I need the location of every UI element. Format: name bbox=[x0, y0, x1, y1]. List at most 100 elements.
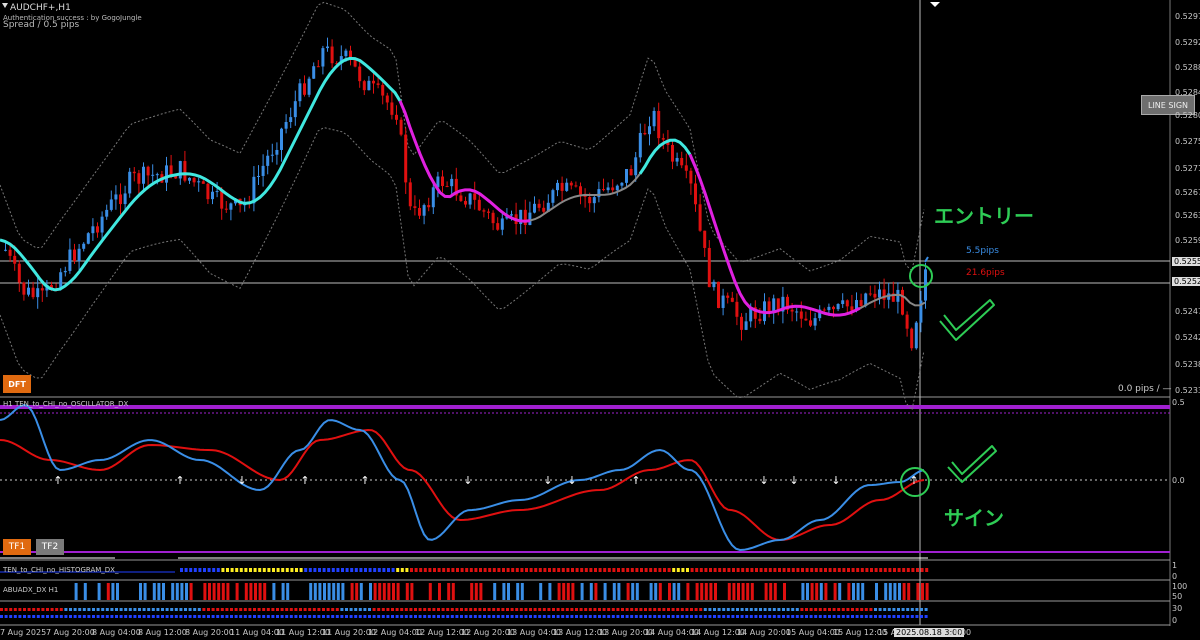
histogram-cell bbox=[207, 568, 211, 572]
abuadx-bar bbox=[548, 583, 552, 600]
candle-body bbox=[427, 205, 431, 208]
auth-label: Authentication success : by GogoJungle bbox=[3, 14, 142, 22]
bottom-cell-top bbox=[55, 608, 59, 611]
bottom-cell-bottom bbox=[193, 615, 197, 618]
bottom-cell-bottom bbox=[92, 615, 95, 618]
candle-body bbox=[790, 309, 794, 312]
arrow-down-icon: ↓ bbox=[759, 474, 768, 487]
candle-body bbox=[349, 50, 352, 60]
bottom-cell-bottom bbox=[266, 615, 270, 618]
abuadx-bar bbox=[695, 583, 699, 600]
bottom-cell-top bbox=[611, 608, 615, 611]
histogram-cell bbox=[764, 568, 768, 572]
bottom-cell-bottom bbox=[41, 615, 45, 618]
candle-body bbox=[882, 289, 886, 300]
bottom-cell-top bbox=[924, 608, 928, 611]
bottom-cell-top bbox=[657, 608, 661, 611]
abuadx-bar bbox=[833, 583, 837, 600]
bottom-cell-bottom bbox=[667, 615, 670, 618]
abu-axis-mid: 50 bbox=[1172, 592, 1183, 601]
histogram-cell bbox=[640, 568, 643, 572]
tf2-button[interactable]: TF2 bbox=[36, 539, 64, 555]
candle-body bbox=[611, 187, 615, 191]
bottom-cell-top bbox=[864, 608, 868, 611]
histogram-cell bbox=[833, 568, 837, 572]
histogram-cell bbox=[502, 568, 505, 572]
histogram-cell bbox=[410, 568, 413, 572]
candle-body bbox=[418, 207, 421, 216]
candle-body bbox=[487, 211, 490, 213]
bottom-cell-bottom bbox=[694, 615, 698, 618]
price-tick-label: 0.52840 bbox=[1175, 88, 1200, 97]
candle-body bbox=[629, 168, 633, 176]
bottom-cell-bottom bbox=[437, 615, 440, 618]
abuadx-bar bbox=[143, 583, 147, 600]
candle-body bbox=[211, 191, 214, 200]
candle-body bbox=[220, 191, 224, 209]
candle-body bbox=[671, 144, 674, 162]
bottom-cell-top bbox=[519, 608, 523, 611]
candle-body bbox=[560, 182, 564, 191]
bottom-cell-bottom bbox=[777, 615, 781, 618]
histogram-cell bbox=[718, 568, 722, 572]
entry-annotation: エントリー bbox=[934, 204, 1034, 228]
bottom-cell-bottom bbox=[322, 615, 325, 618]
bottom-cell-top bbox=[326, 608, 330, 611]
abuadx-bar bbox=[746, 583, 750, 600]
osc-axis-top: 0.5 bbox=[1172, 398, 1185, 407]
line-sign-button[interactable]: LINE SIGN bbox=[1141, 95, 1195, 115]
bottom-cell-bottom bbox=[657, 615, 661, 618]
price-tick-label: 0.52630 bbox=[1175, 211, 1200, 220]
histogram-cell bbox=[851, 568, 855, 572]
bottom-cell-top bbox=[119, 608, 123, 611]
abuadx-bar bbox=[359, 583, 363, 600]
histogram-cell bbox=[870, 568, 873, 572]
candle-body bbox=[859, 300, 863, 306]
histogram-cell bbox=[345, 568, 349, 572]
tf1-button[interactable]: TF1 bbox=[3, 539, 31, 555]
arrow-up-icon: ↑ bbox=[53, 474, 62, 487]
bottom-cell-bottom bbox=[317, 615, 321, 618]
candle-body bbox=[372, 80, 375, 84]
candle-body bbox=[675, 157, 679, 162]
histogram-cell bbox=[571, 568, 574, 572]
histogram-cell bbox=[787, 568, 791, 572]
histogram-cell bbox=[534, 568, 538, 572]
bottom-cell-top bbox=[179, 608, 183, 611]
candle-body bbox=[905, 314, 909, 329]
bottom-cell-top bbox=[0, 608, 3, 611]
bottom-cell-bottom bbox=[726, 615, 730, 618]
abuadx-bar bbox=[97, 583, 101, 600]
candle-body bbox=[362, 81, 366, 91]
bottom-cell-bottom bbox=[768, 615, 772, 618]
price-tick-label: 0.52470 bbox=[1175, 307, 1200, 316]
histogram-cell bbox=[750, 568, 754, 572]
arrow-down-icon: ↓ bbox=[567, 474, 576, 487]
candle-body bbox=[592, 197, 596, 204]
dft-button[interactable]: DFT bbox=[3, 375, 31, 393]
bottom-cell-top bbox=[450, 608, 454, 611]
bottom-cell-top bbox=[772, 608, 776, 611]
histogram-cell bbox=[607, 568, 611, 572]
histogram-cell bbox=[897, 568, 901, 572]
bottom-cell-top bbox=[391, 608, 394, 611]
bottom-cell-bottom bbox=[381, 615, 385, 618]
price-tick-label: 0.52975 bbox=[1175, 12, 1200, 21]
candle-body bbox=[201, 181, 205, 184]
bottom-cell-top bbox=[441, 608, 445, 611]
bottom-cell-bottom bbox=[570, 615, 574, 618]
pips-zero-label: 0.0 pips / — bbox=[1118, 384, 1172, 394]
histogram-cell bbox=[584, 568, 588, 572]
bottom-cell-top bbox=[105, 608, 109, 611]
bottom-cell-top bbox=[565, 608, 569, 611]
bottom-cell-bottom bbox=[101, 615, 105, 618]
bottom-cell-top bbox=[161, 608, 164, 611]
bottom-cell-top bbox=[303, 608, 307, 611]
bottom-axis-bottom: 0 bbox=[1172, 616, 1178, 625]
bottom-cell-top bbox=[432, 608, 436, 611]
bottom-cell-bottom bbox=[128, 615, 132, 618]
collapse-triangle-icon[interactable] bbox=[2, 3, 8, 8]
bottom-cell-bottom bbox=[607, 615, 611, 618]
bottom-cell-bottom bbox=[713, 615, 716, 618]
